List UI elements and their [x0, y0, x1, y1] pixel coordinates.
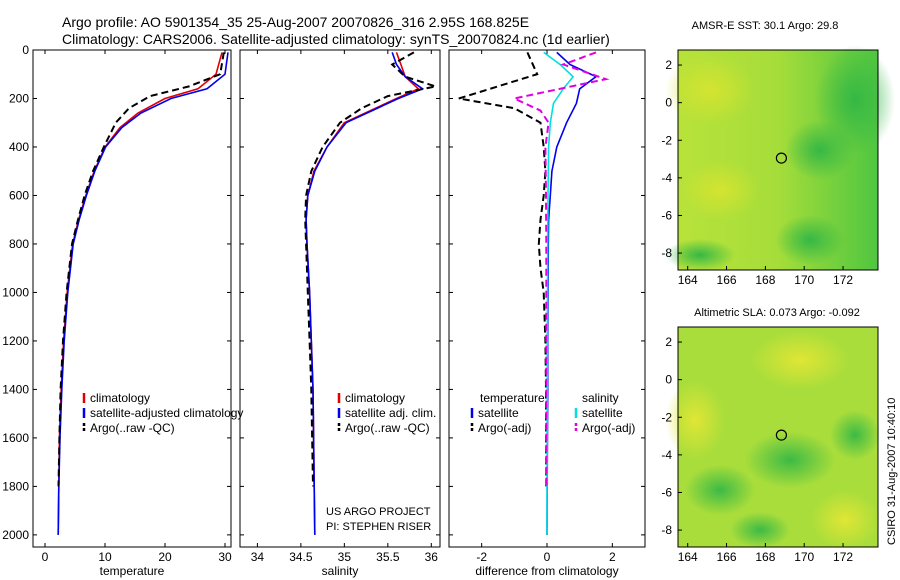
difference-series-2: [543, 51, 575, 535]
temperature-series-1: [57, 52, 229, 535]
difference-legend-label: Argo(-adj): [582, 421, 635, 435]
difference-xtick-label: 2: [609, 550, 616, 564]
sst-map-title: AMSR-E SST: 30.1 Argo: 29.8: [692, 20, 839, 32]
sla_map-ytick-label: -8: [661, 523, 672, 537]
difference-legend-label: Argo(-adj): [478, 421, 531, 435]
sla-map-title: Altimetric SLA: 0.073 Argo: -0.092: [694, 307, 860, 319]
salinity-xtick-label: 35.5: [376, 550, 400, 564]
temperature-ytick-label: 800: [9, 237, 29, 251]
temperature-series-0: [57, 52, 223, 535]
sst_map-xtick-label: 164: [678, 273, 698, 287]
sla_map-ytick-label: -4: [661, 448, 672, 462]
sst_map-xtick-label: 172: [833, 273, 853, 287]
sst-map-field: [665, 45, 895, 271]
temperature-xtick-label: 30: [218, 550, 232, 564]
temperature-xtick-label: 0: [42, 550, 49, 564]
temperature-ytick-label: 600: [9, 188, 29, 202]
temperature-ytick-label: 400: [9, 140, 29, 154]
sst-map-panel: AMSR-E SST: 30.1 Argo: 29.8 164 166 168 170…: [661, 20, 895, 287]
sst_map-xtick-label: 170: [794, 273, 814, 287]
difference-xlabel: difference from climatology: [475, 564, 618, 578]
project-label: US ARGO PROJECT: [326, 506, 431, 518]
temperature-legend-label: climatology: [90, 391, 150, 405]
difference-legend-header-temperature: temperature: [480, 391, 545, 405]
temperature-ytick-label: 1400: [2, 382, 29, 396]
temperature-ytick-label: 200: [9, 91, 29, 105]
sla_map-ytick-label: -6: [661, 485, 672, 499]
temperature-ytick-label: 0: [22, 43, 29, 57]
sla-map-panel: Altimetric SLA: 0.073 Argo: -0.092 164 16…: [661, 307, 880, 564]
temperature-ytick-label: 1000: [2, 285, 29, 299]
sla_map-ytick-label: 2: [665, 335, 672, 349]
salinity-panel: 34 34.5 35 35.5 36 salinity climatologysatell…: [239, 49, 441, 578]
temperature-ytick-label: 1200: [2, 334, 29, 348]
figure-title-line1: Argo profile: AO 5901354_35 25-Aug-2007 …: [62, 14, 529, 30]
salinity-legend-label: satellite adj. clim.: [345, 406, 436, 420]
sst_map-xtick-label: 166: [717, 273, 737, 287]
temperature-ytick-label: 1800: [2, 479, 29, 493]
difference-legend: satelliteArgo(-adj)satelliteArgo(-adj)te…: [470, 391, 635, 435]
figure-title-line2: Climatology: CARS2006. Satellite-adjuste…: [62, 31, 610, 47]
difference-series-1: [458, 51, 548, 487]
temperature-legend-label: Argo(..raw -QC): [90, 421, 175, 435]
temperature-xtick-label: 20: [158, 550, 172, 564]
sla-argo-location-marker: [775, 429, 788, 441]
sst_map-ytick-label: 0: [665, 96, 672, 110]
sla_map-ytick-label: 0: [665, 373, 672, 387]
pi-label: PI: STEPHEN RISER: [326, 521, 431, 533]
temperature-xlabel: temperature: [100, 564, 165, 578]
sst_map-ytick-label: 2: [665, 58, 672, 72]
salinity-xtick-label: 34: [251, 550, 265, 564]
temperature-legend-label: satellite-adjusted climatology: [90, 406, 243, 420]
sla_map-xtick-label: 164: [678, 550, 698, 564]
salinity-xtick-label: 36: [425, 550, 439, 564]
temperature-ytick-label: 2000: [2, 528, 29, 542]
sst-map-frame: [677, 49, 879, 271]
sla_map-xtick-label: 168: [755, 550, 775, 564]
salinity-legend-label: climatology: [345, 391, 405, 405]
salinity-xtick-label: 34.5: [289, 550, 313, 564]
salinity-legend-label: Argo(..raw -QC): [345, 421, 430, 435]
difference-legend-label: satellite: [478, 406, 519, 420]
salinity-xtick-label: 35: [338, 550, 352, 564]
difference-legend-header-salinity: salinity: [582, 391, 619, 405]
sst_map-ytick-label: -4: [661, 171, 672, 185]
sla_map-xtick-label: 172: [833, 550, 853, 564]
difference-xtick-label: -2: [476, 550, 487, 564]
salinity-series-0: [305, 52, 420, 535]
salinity-series-1: [305, 52, 425, 535]
temperature-ytick-label: 1600: [2, 431, 29, 445]
temperature-panel: 0 10 20 30 0 200 400 600 800 1000 1200 1400 1600 1800…: [2, 43, 243, 578]
sst_map-xtick-label: 168: [755, 273, 775, 287]
sla_map-ytick-label: -2: [661, 410, 672, 424]
sst-argo-location-marker: [775, 152, 788, 164]
sla_map-xtick-label: 166: [717, 550, 737, 564]
temperature-series-2: [57, 52, 225, 487]
sla-map-frame: [677, 326, 879, 548]
sst_map-ytick-label: -6: [661, 208, 672, 222]
sla-map-field: [665, 327, 880, 550]
difference-legend-label: satellite: [582, 406, 623, 420]
difference-series-0: [546, 51, 598, 535]
csiro-stamp: CSIRO 31-Aug-2007 10:40:10: [886, 398, 898, 545]
sla_map-xtick-label: 170: [794, 550, 814, 564]
sst_map-ytick-label: -8: [661, 246, 672, 260]
salinity-series-2: [304, 51, 440, 487]
temperature-axes-frame: [32, 49, 232, 548]
temperature-xtick-label: 10: [98, 550, 112, 564]
salinity-axes-frame: [239, 49, 441, 548]
sst_map-ytick-label: -2: [661, 133, 672, 147]
difference-xtick-label: 0: [544, 550, 551, 564]
salinity-xlabel: salinity: [322, 564, 359, 578]
